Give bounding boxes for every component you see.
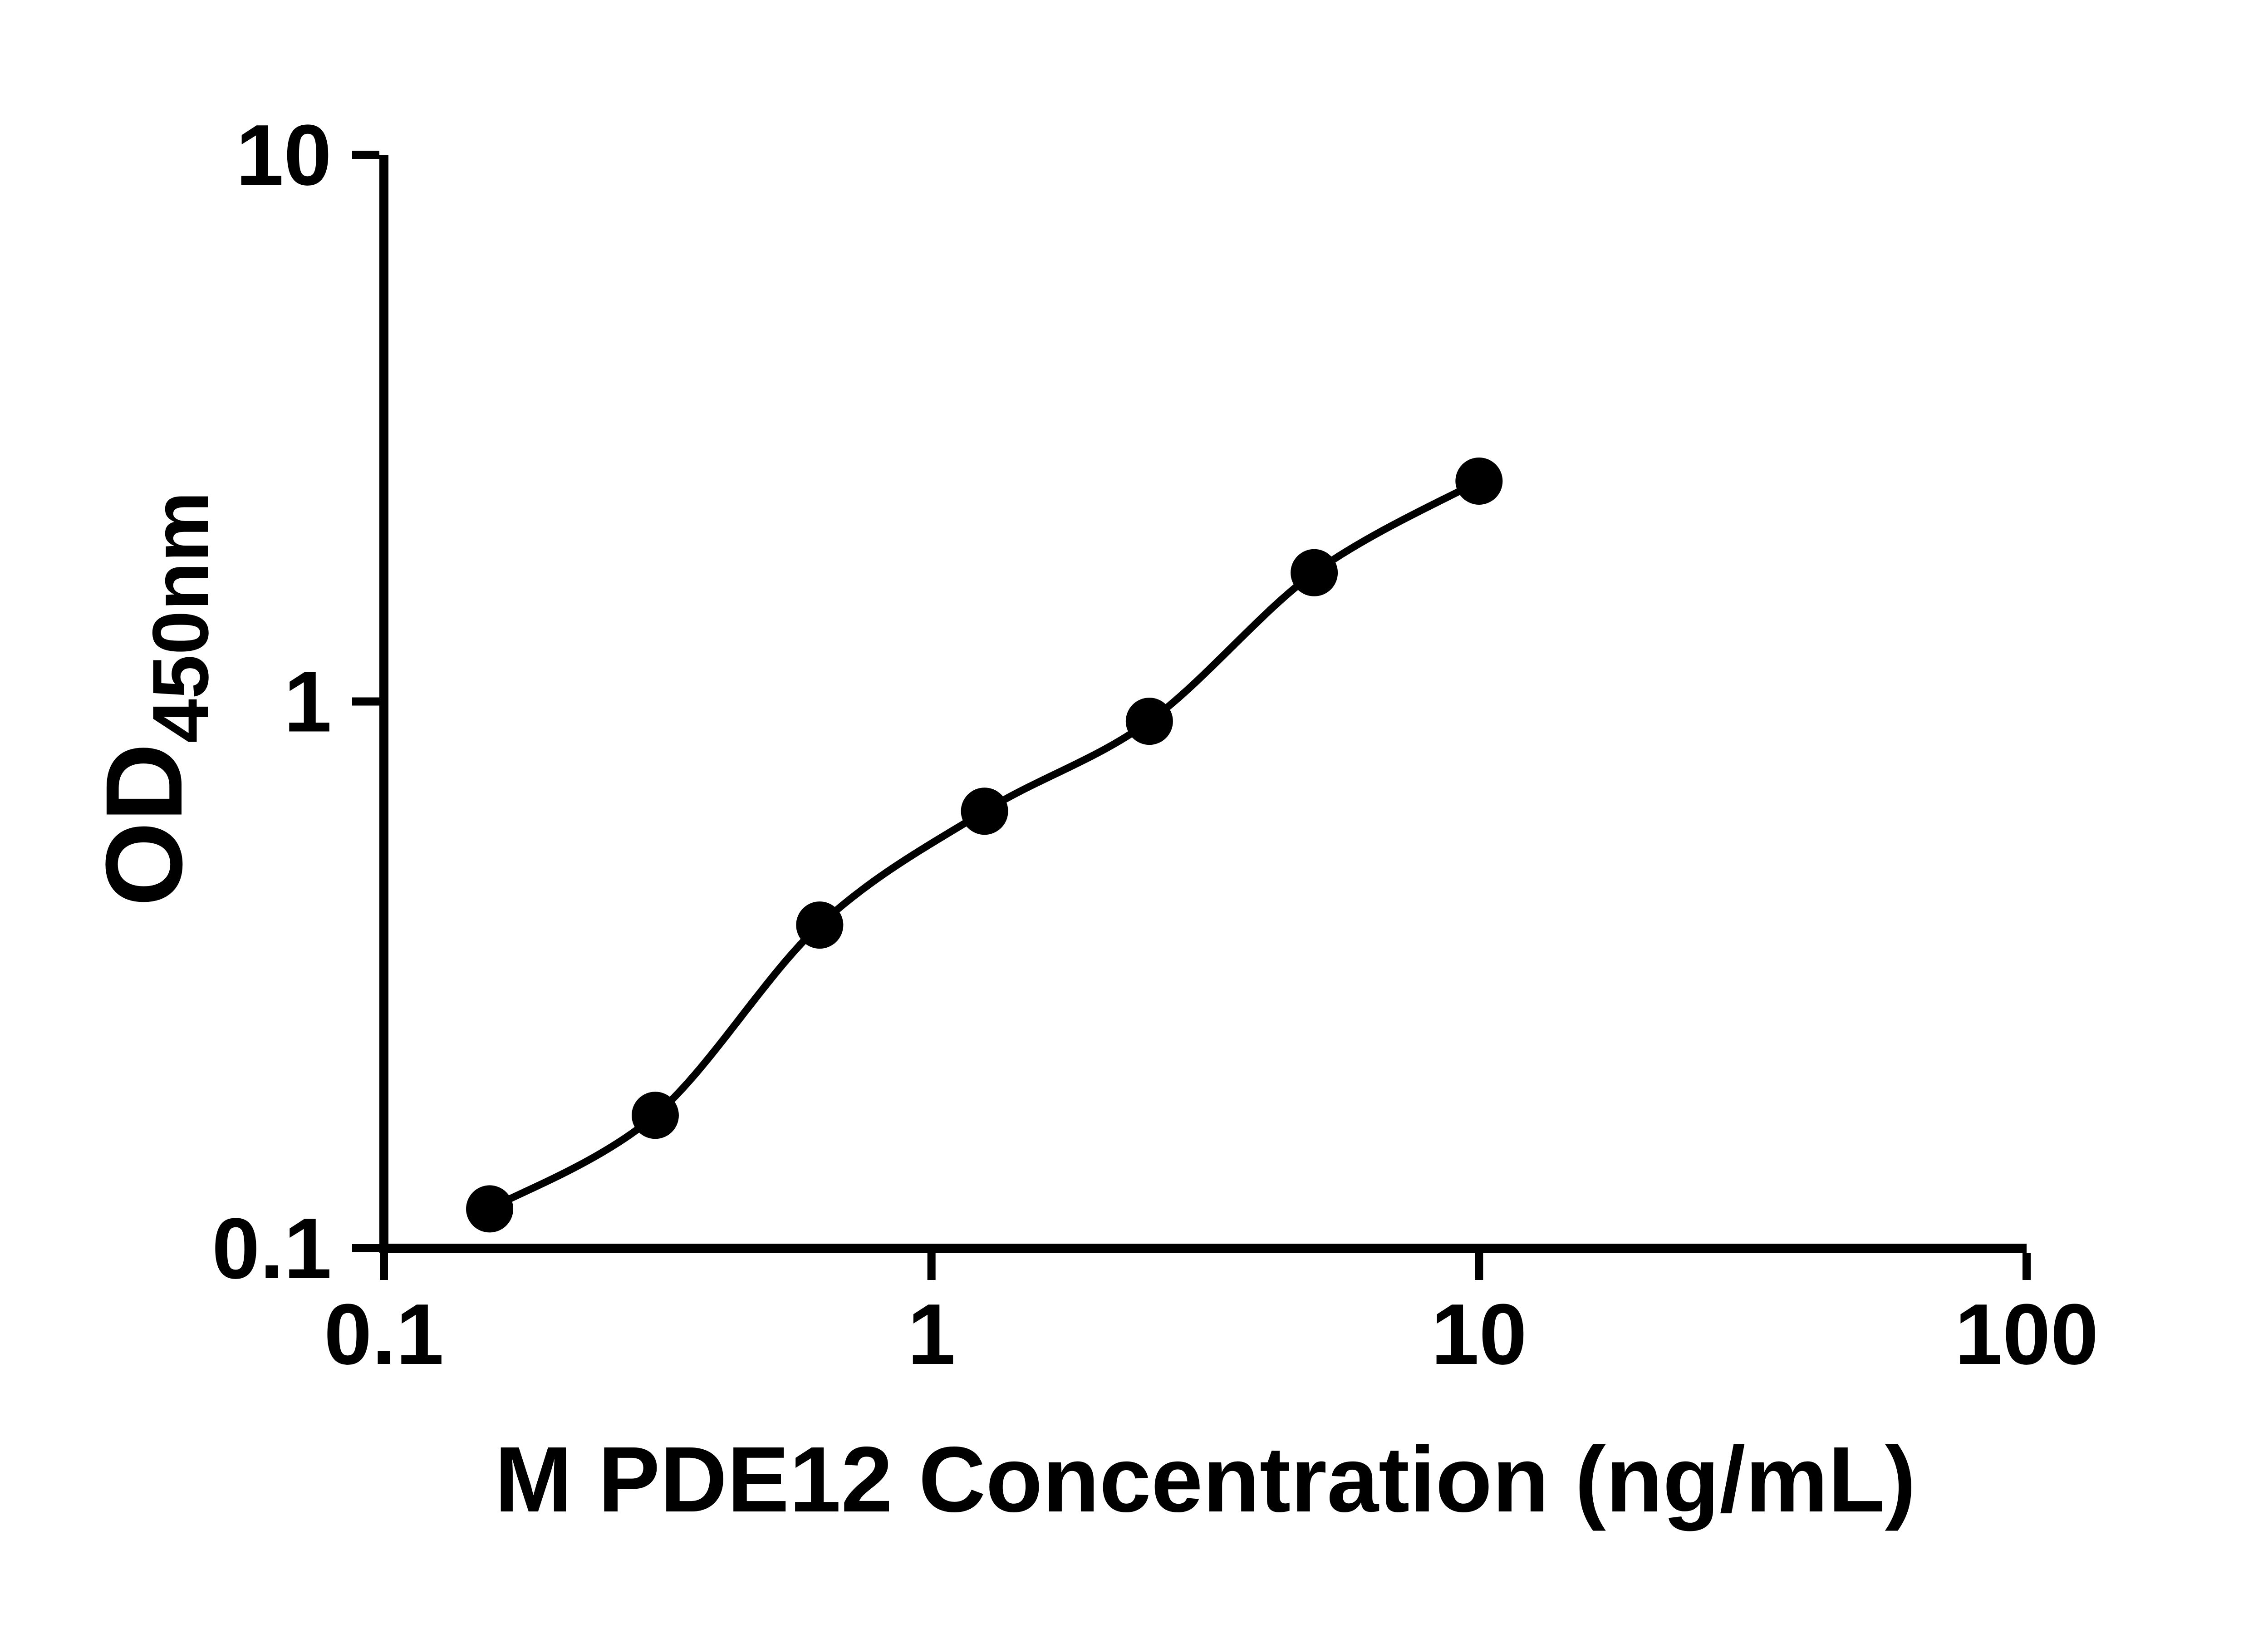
data-point [466,1185,514,1233]
axes: 0.1 1 10 100 0.1 1 10 [212,107,2099,1383]
data-point [1291,549,1338,596]
y-tick-label: 1 [284,654,332,750]
data-point [961,787,1008,835]
y-axis-title: OD450nm [83,492,225,906]
data-point [631,1092,679,1139]
x-tick-label: 10 [1431,1286,1527,1383]
x-axis-title: M PDE12 Concentration (ng/mL) [495,1427,1916,1531]
data-point [1455,457,1503,505]
x-tick-label: 1 [908,1286,956,1383]
y-axis-title-subscript: 450nm [137,492,225,743]
series [466,457,1503,1233]
data-point [796,901,844,949]
x-tick-label: 0.1 [324,1286,444,1383]
y-tick-label: 0.1 [212,1201,332,1297]
y-axis-title-main: OD [83,743,205,906]
y-tick-label: 10 [236,107,332,203]
data-point [1125,698,1173,745]
x-tick-label: 100 [1954,1286,2098,1383]
